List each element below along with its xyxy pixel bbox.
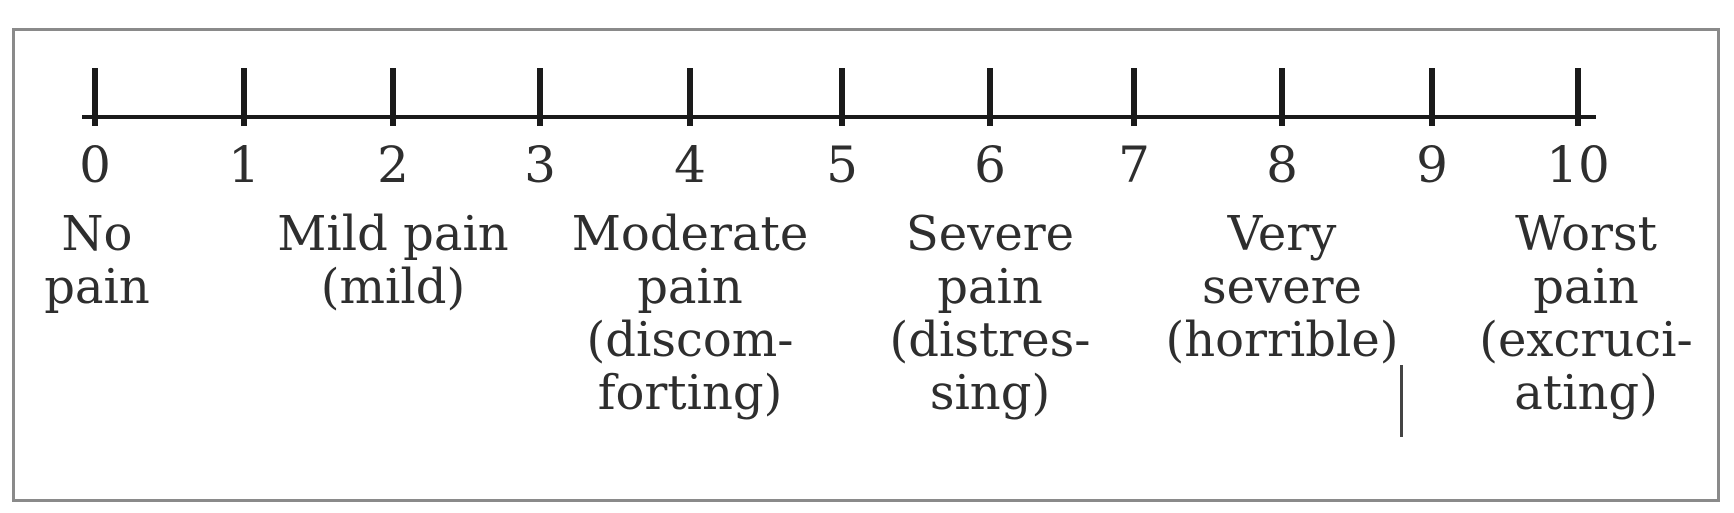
descriptor-line: (discom- [586,312,794,368]
descriptor-line: sing) [929,365,1051,421]
text-cursor-mark [1400,365,1403,437]
scale-number-0: 0 [79,136,111,194]
descriptor-line: (excruci- [1479,312,1693,368]
scale-descriptor-6: Severe pain (distres-sing) [890,208,1091,420]
descriptor-line: pain [637,259,743,315]
pain-scale-frame [12,28,1720,502]
scale-number-10: 10 [1546,136,1610,194]
scale-number-2: 2 [377,136,409,194]
descriptor-line: forting) [597,365,783,421]
descriptor-line: (horrible) [1165,312,1399,368]
descriptor-line: Very [1227,206,1337,262]
descriptor-line: severe [1202,259,1362,315]
scale-number-7: 7 [1118,136,1150,194]
descriptor-line: ating) [1514,365,1658,421]
descriptor-line: pain [937,259,1043,315]
descriptor-line: No [61,206,133,262]
descriptor-line: Mild pain [277,206,509,262]
descriptor-line: pain [44,259,150,315]
descriptor-line: pain [1533,259,1639,315]
scale-number-1: 1 [228,136,260,194]
scale-descriptor-10: Worst pain (excruci-ating) [1479,208,1692,420]
scale-number-8: 8 [1266,136,1298,194]
scale-descriptor-8: Very severe (horrible) [1166,208,1399,367]
descriptor-line: (distres- [889,312,1091,368]
descriptor-line: (mild) [320,259,466,315]
scale-number-4: 4 [674,136,706,194]
scale-number-6: 6 [974,136,1006,194]
scale-number-3: 3 [524,136,556,194]
descriptor-line: Severe [905,206,1075,262]
descriptor-line: Worst [1515,206,1657,262]
scale-descriptor-4: Moderate pain (discom-forting) [572,208,808,420]
scale-number-9: 9 [1416,136,1448,194]
scale-number-5: 5 [826,136,858,194]
scale-descriptor-2: Mild pain (mild) [277,208,508,314]
scale-descriptor-0: No pain [44,208,150,314]
descriptor-line: Moderate [571,206,809,262]
